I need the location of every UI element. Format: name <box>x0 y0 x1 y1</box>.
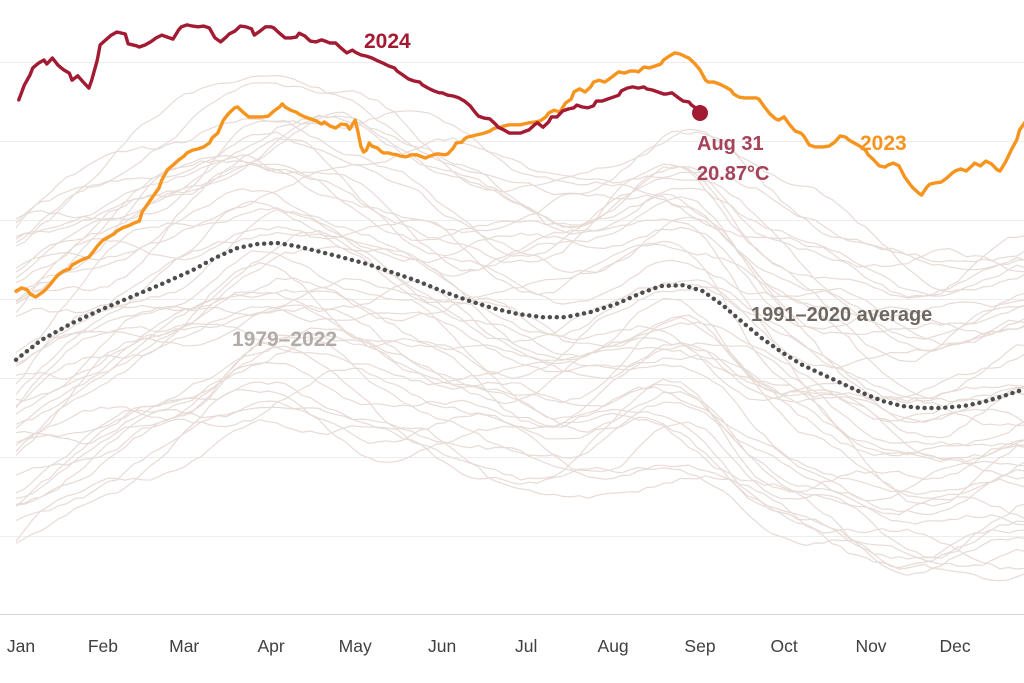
background-year-line <box>15 200 1024 427</box>
background-year-line <box>15 74 1024 293</box>
x-axis-label-jun: Jun <box>428 636 456 656</box>
background-year-line <box>15 419 1024 582</box>
series-label-2024: 2024 <box>364 30 411 53</box>
series-label-1979-2022: 1979–2022 <box>232 328 338 351</box>
data-point-annotation: Aug 31 20.87°C <box>697 129 770 189</box>
background-year-line <box>15 327 1024 493</box>
background-year-line <box>15 262 1024 480</box>
background-year-line <box>15 345 1024 576</box>
background-year-line <box>15 305 1024 463</box>
background-year-line <box>15 304 1024 507</box>
background-year-line <box>15 333 1024 502</box>
background-year-line <box>15 229 1024 424</box>
background-year-line <box>15 206 1024 403</box>
series-label-2023: 2023 <box>860 132 907 155</box>
background-year-line <box>15 231 1024 404</box>
line-2023 <box>14 51 1024 299</box>
background-year-line <box>15 82 1024 263</box>
x-axis-label-aug: Aug <box>598 636 629 656</box>
background-year-line <box>15 188 1024 369</box>
background-year-line <box>15 219 1024 399</box>
background-year-line <box>15 381 1024 570</box>
x-axis-label-feb: Feb <box>88 636 118 656</box>
background-year-line <box>15 323 1024 499</box>
background-year-line <box>15 289 1024 463</box>
background-year-line <box>15 137 1024 362</box>
background-year-line <box>15 245 1024 422</box>
x-axis-label-mar: Mar <box>169 636 199 656</box>
x-axis-label-dec: Dec <box>940 636 971 656</box>
x-axis-label-nov: Nov <box>855 636 886 656</box>
background-year-line <box>15 367 1024 559</box>
background-year-line <box>15 159 1024 352</box>
background-year-line <box>15 110 1024 271</box>
background-year-line <box>15 336 1024 526</box>
x-axis-label-apr: Apr <box>257 636 284 656</box>
latest-value-dot <box>692 104 709 121</box>
background-year-line <box>15 114 1024 298</box>
line-2024 <box>17 23 702 135</box>
background-year-line <box>15 406 1024 568</box>
background-year-line <box>15 115 1024 297</box>
x-axis-label-sep: Sep <box>684 636 715 656</box>
background-year-line <box>15 361 1024 519</box>
background-year-line <box>15 250 1024 457</box>
background-year-line <box>15 280 1024 447</box>
x-axis-label-may: May <box>339 636 372 656</box>
background-year-lines <box>15 74 1024 582</box>
background-year-line <box>15 335 1024 516</box>
x-axis-label-oct: Oct <box>770 636 797 656</box>
average-dotted-line <box>13 240 1024 411</box>
background-year-line <box>15 154 1024 346</box>
x-axis-label-jul: Jul <box>515 636 537 656</box>
background-year-line <box>15 131 1024 273</box>
annotation-date: Aug 31 <box>697 133 764 155</box>
annotation-value: 20.87°C <box>697 163 770 185</box>
x-axis-labels: Jan Feb Mar Apr May Jun Jul Aug Sep Oct Nov Dec <box>7 636 971 656</box>
background-year-line <box>15 163 1024 340</box>
background-year-line <box>15 304 1024 496</box>
background-year-line <box>15 208 1024 402</box>
series-label-1991-2020-average: 1991–2020 average <box>751 304 933 326</box>
x-axis-label-jan: Jan <box>7 636 35 656</box>
